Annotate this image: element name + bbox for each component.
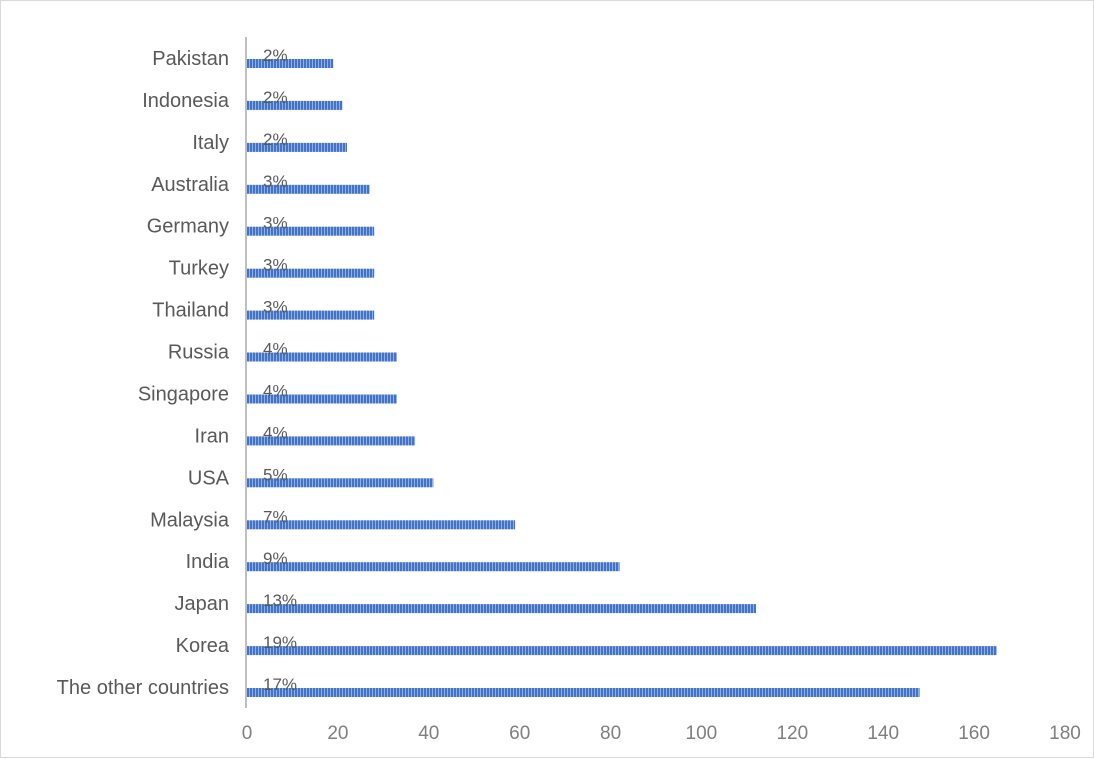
- category-label: Iran: [195, 425, 229, 447]
- data-label: 17%: [263, 675, 297, 694]
- data-label: 2%: [263, 88, 288, 107]
- category-label: Indonesia: [142, 90, 230, 112]
- bar: [247, 646, 997, 656]
- x-tick-label: 60: [509, 723, 530, 744]
- bars-group: [247, 59, 997, 697]
- category-label: Malaysia: [150, 509, 230, 531]
- bar: [247, 142, 347, 152]
- x-tick-label: 20: [327, 723, 348, 744]
- category-label: Australia: [151, 174, 230, 196]
- bar: [247, 310, 375, 320]
- x-axis-tick-labels: 0 20 40 60 80 100 120 140 160 180: [242, 723, 1081, 744]
- bar: [247, 268, 375, 278]
- data-label: 13%: [263, 591, 297, 610]
- x-tick-label: 0: [242, 723, 253, 744]
- data-label: 3%: [263, 256, 288, 275]
- category-label: USA: [188, 467, 230, 489]
- x-tick-label: 140: [867, 723, 899, 744]
- data-label: 3%: [263, 298, 288, 317]
- bar: [247, 59, 334, 68]
- data-label: 5%: [263, 465, 288, 484]
- bar: [247, 184, 370, 194]
- category-label: The other countries: [57, 677, 229, 699]
- data-label: 3%: [263, 172, 288, 191]
- category-label: Korea: [176, 635, 230, 657]
- category-label: India: [186, 551, 230, 573]
- category-label: Turkey: [169, 258, 229, 280]
- x-tick-label: 40: [418, 723, 439, 744]
- bar: [247, 394, 397, 404]
- category-label: Singapore: [138, 384, 229, 406]
- data-labels: 2% 2% 2% 3% 3% 3% 3% 4% 4% 4% 5% 7% 9% 13% 19% 17%: [263, 46, 297, 694]
- bar: [247, 688, 920, 697]
- category-label: Germany: [147, 216, 229, 238]
- data-label: 7%: [263, 507, 288, 526]
- bar: [247, 226, 375, 236]
- data-label: 4%: [263, 423, 288, 442]
- x-tick-label: 80: [600, 723, 621, 744]
- bar: [247, 478, 434, 488]
- bar: [247, 100, 343, 110]
- data-label: 2%: [263, 130, 288, 149]
- bar: [247, 604, 756, 614]
- bar: [247, 520, 516, 530]
- bar: [247, 436, 416, 446]
- category-label: Japan: [175, 593, 230, 615]
- category-labels: Pakistan Indonesia Italy Australia Germany Tu…: [57, 48, 230, 699]
- x-tick-label: 120: [776, 723, 808, 744]
- data-label: 4%: [263, 340, 288, 359]
- bar: [247, 352, 397, 362]
- data-label: 9%: [263, 549, 288, 568]
- category-label: Pakistan: [152, 48, 229, 70]
- data-label: 4%: [263, 382, 288, 401]
- category-label: Italy: [192, 132, 229, 154]
- data-label: 3%: [263, 214, 288, 233]
- x-tick-label: 100: [686, 723, 718, 744]
- x-tick-label: 160: [958, 723, 990, 744]
- data-label: 19%: [263, 633, 297, 652]
- category-label: Thailand: [152, 300, 229, 322]
- data-label: 2%: [263, 46, 288, 65]
- bar: [247, 562, 620, 572]
- x-tick-label: 180: [1049, 723, 1081, 744]
- category-label: Russia: [168, 342, 230, 364]
